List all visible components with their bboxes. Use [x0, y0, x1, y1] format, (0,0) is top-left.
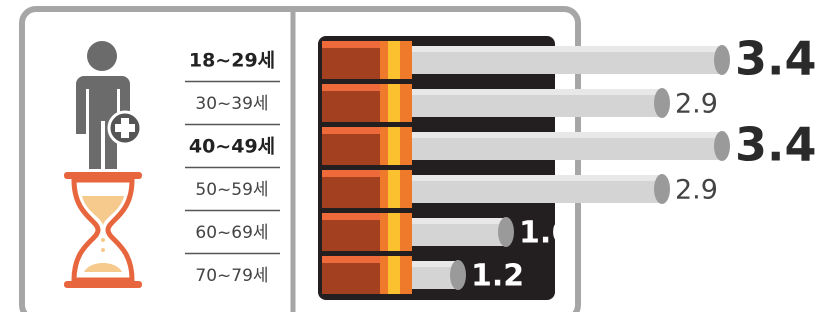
value-label: 2.9 [675, 175, 718, 206]
bar-highlight [412, 175, 665, 181]
category-label: 40~49세 [189, 136, 275, 158]
category-label: 50~59세 [195, 180, 268, 200]
ash [714, 45, 730, 75]
bar-highlight [412, 132, 725, 138]
chart: 18~29세 3.4 30~39세 2.9 40~49세 3.4 50~59세 2.9 60~6… [0, 0, 837, 312]
bar-highlight [412, 46, 725, 52]
value-label: 3.4 [735, 32, 817, 86]
ash [450, 260, 466, 290]
page: {"chart_data": {"type": "bar", "orientat… [0, 0, 837, 312]
filter-band-inner [388, 41, 400, 79]
ash [498, 217, 514, 247]
ash [714, 131, 730, 161]
value-label: 3.4 [735, 118, 817, 172]
bar-highlight [412, 89, 665, 95]
value-label: 2.9 [675, 89, 718, 120]
value-label: 1.6 [519, 216, 572, 251]
filter-band-inner [388, 256, 400, 294]
filter-band-inner [388, 213, 400, 251]
category-label: 60~69세 [195, 223, 268, 243]
ash [654, 88, 670, 118]
ash [654, 174, 670, 204]
value-label: 1.2 [471, 259, 524, 294]
filter-band-inner [388, 170, 400, 208]
category-label: 30~39세 [195, 94, 268, 114]
category-label: 70~79세 [195, 266, 268, 286]
bar-highlight [412, 218, 509, 224]
filter-band-inner [388, 84, 400, 122]
category-label: 18~29세 [189, 50, 275, 72]
filter-band-inner [388, 127, 400, 165]
